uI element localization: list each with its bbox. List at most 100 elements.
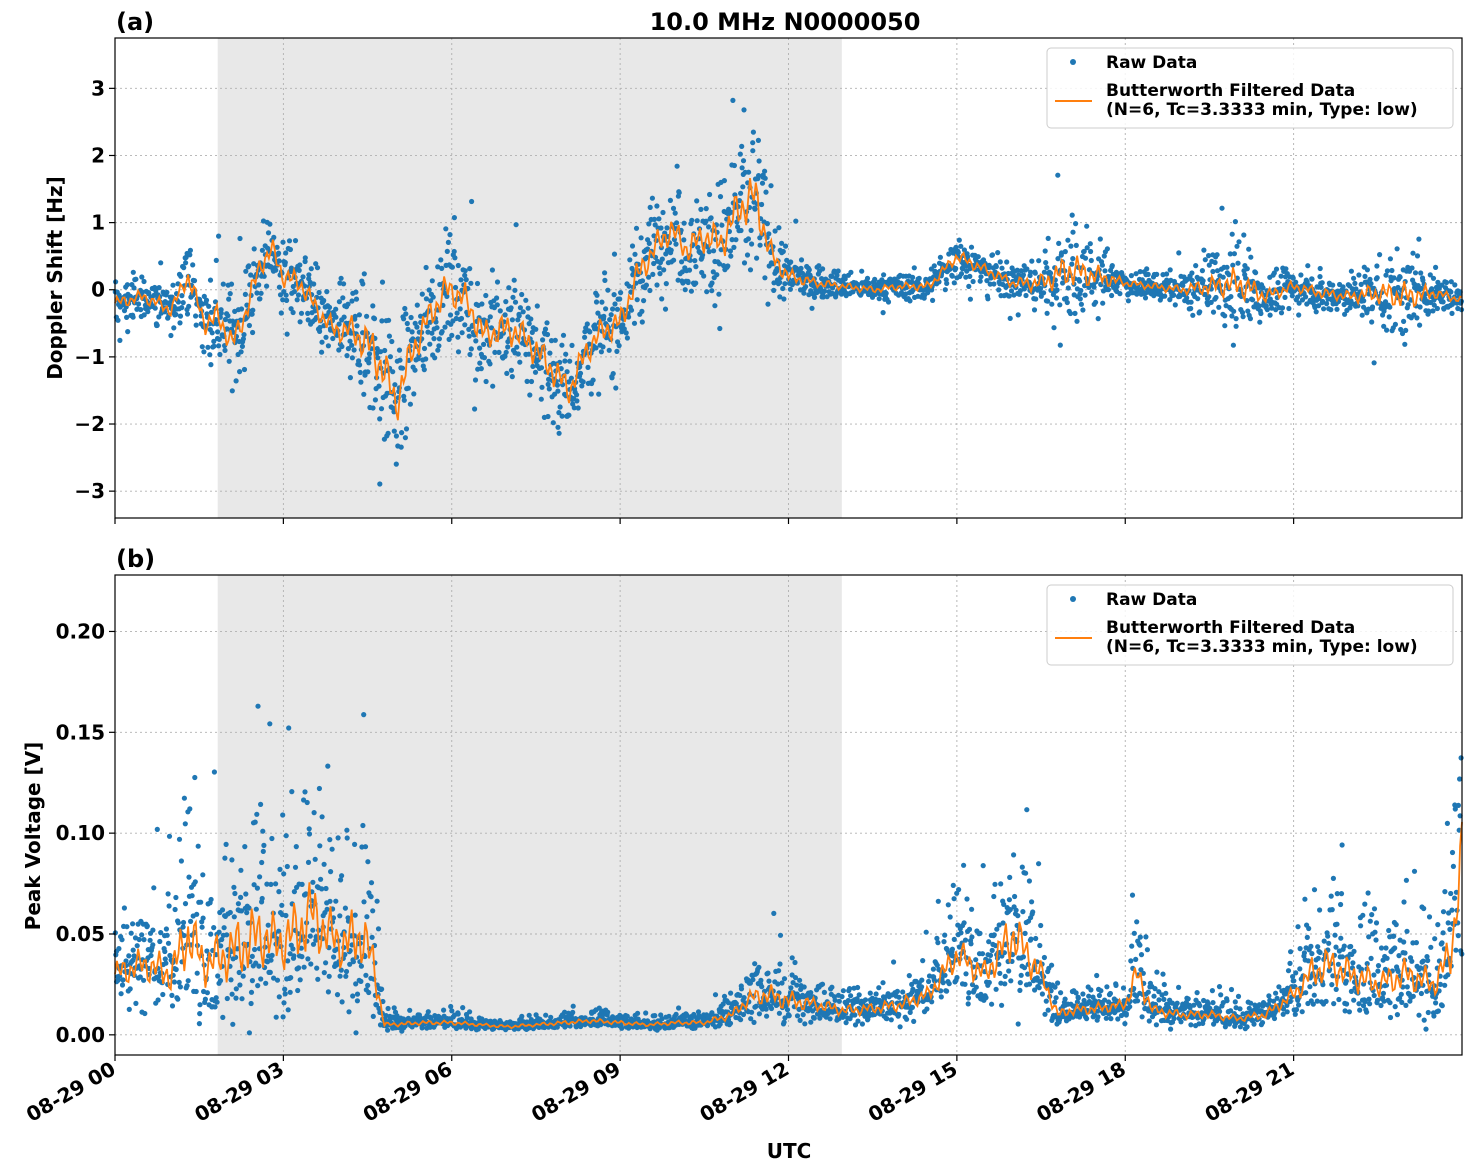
raw-data-point xyxy=(229,388,235,394)
raw-data-point xyxy=(1212,259,1218,266)
raw-data-point xyxy=(510,294,516,300)
raw-data-point xyxy=(797,977,803,983)
raw-data-point xyxy=(302,255,308,261)
raw-data-point xyxy=(1448,279,1454,285)
raw-data-point xyxy=(333,314,339,320)
raw-data-point xyxy=(225,313,231,319)
raw-data-point xyxy=(601,313,607,319)
raw-data-point xyxy=(1289,293,1295,299)
raw-data-point xyxy=(265,230,272,236)
raw-data-point xyxy=(961,862,967,868)
raw-data-point xyxy=(401,397,407,403)
raw-data-point xyxy=(1243,275,1249,281)
raw-data-point xyxy=(737,151,743,157)
raw-data-point xyxy=(1129,943,1135,949)
raw-data-point xyxy=(1117,291,1123,297)
raw-data-point xyxy=(1219,205,1225,211)
raw-data-point xyxy=(424,323,430,329)
raw-data-point xyxy=(1234,243,1240,249)
raw-data-point xyxy=(379,986,385,992)
raw-data-point xyxy=(539,384,545,390)
raw-data-point xyxy=(219,936,225,943)
raw-data-point xyxy=(284,863,290,870)
raw-data-point xyxy=(1125,298,1131,304)
raw-data-point xyxy=(289,789,295,795)
raw-data-point xyxy=(258,801,264,808)
raw-data-point xyxy=(297,262,303,268)
raw-data-point xyxy=(134,943,140,949)
raw-data-point xyxy=(1403,327,1409,333)
raw-data-point xyxy=(1429,286,1435,292)
raw-data-point xyxy=(753,1003,759,1009)
raw-data-point xyxy=(820,266,826,272)
raw-data-point xyxy=(310,879,316,885)
raw-data-point xyxy=(1296,312,1302,318)
raw-data-point xyxy=(1418,285,1425,292)
raw-data-point xyxy=(310,941,317,947)
raw-data-point xyxy=(1013,907,1019,913)
raw-data-point xyxy=(201,293,207,299)
raw-data-point xyxy=(444,293,450,299)
raw-data-point xyxy=(593,299,600,305)
raw-data-point xyxy=(336,299,342,305)
raw-data-point xyxy=(305,317,311,323)
raw-data-point xyxy=(619,1025,625,1031)
raw-data-point xyxy=(660,209,666,216)
raw-data-point xyxy=(693,264,699,270)
raw-data-point xyxy=(788,259,794,265)
raw-data-point xyxy=(958,930,964,936)
raw-data-point xyxy=(831,268,837,274)
raw-data-point xyxy=(987,281,993,287)
raw-data-point xyxy=(276,284,282,290)
raw-data-point xyxy=(1280,1011,1286,1017)
raw-data-point xyxy=(263,980,269,986)
raw-data-point xyxy=(575,405,581,411)
raw-data-point xyxy=(169,1003,176,1009)
raw-data-point xyxy=(1188,299,1194,305)
raw-data-point xyxy=(249,953,255,960)
raw-data-point xyxy=(151,292,157,298)
raw-data-point xyxy=(148,952,154,959)
raw-data-point xyxy=(249,311,255,317)
raw-data-point xyxy=(408,314,414,321)
raw-data-point xyxy=(361,712,367,718)
raw-data-point xyxy=(258,290,264,296)
raw-data-point xyxy=(306,826,312,832)
raw-data-point xyxy=(317,843,323,849)
raw-data-point xyxy=(919,984,925,990)
raw-data-point xyxy=(238,867,244,873)
raw-data-point xyxy=(983,995,989,1001)
raw-data-point xyxy=(1064,299,1070,306)
raw-data-point xyxy=(721,178,728,184)
raw-data-point xyxy=(296,267,302,273)
raw-data-point xyxy=(268,881,274,888)
raw-data-point xyxy=(1288,949,1294,955)
raw-data-point xyxy=(941,939,947,945)
raw-data-point xyxy=(447,312,454,318)
raw-data-point xyxy=(1209,988,1215,994)
raw-data-point xyxy=(756,1011,763,1017)
raw-data-point xyxy=(405,326,411,332)
raw-data-point xyxy=(1449,310,1455,316)
raw-data-point xyxy=(1038,922,1044,929)
raw-data-point xyxy=(515,351,521,357)
raw-data-point xyxy=(354,323,360,329)
raw-data-point xyxy=(731,162,738,169)
raw-data-point xyxy=(781,296,787,302)
raw-data-point xyxy=(259,247,265,253)
raw-data-point xyxy=(362,844,369,850)
raw-data-point xyxy=(872,276,878,282)
raw-data-point xyxy=(555,388,561,394)
raw-data-point xyxy=(1280,1006,1287,1012)
raw-data-point xyxy=(627,257,633,263)
raw-data-point xyxy=(1328,307,1334,313)
raw-data-point xyxy=(176,979,182,986)
raw-data-point xyxy=(273,267,279,273)
raw-data-point xyxy=(993,264,999,270)
raw-data-point xyxy=(481,341,487,347)
raw-data-point xyxy=(1081,248,1087,254)
raw-data-point xyxy=(1145,271,1151,277)
raw-data-point xyxy=(193,313,199,319)
raw-data-point xyxy=(963,971,969,977)
